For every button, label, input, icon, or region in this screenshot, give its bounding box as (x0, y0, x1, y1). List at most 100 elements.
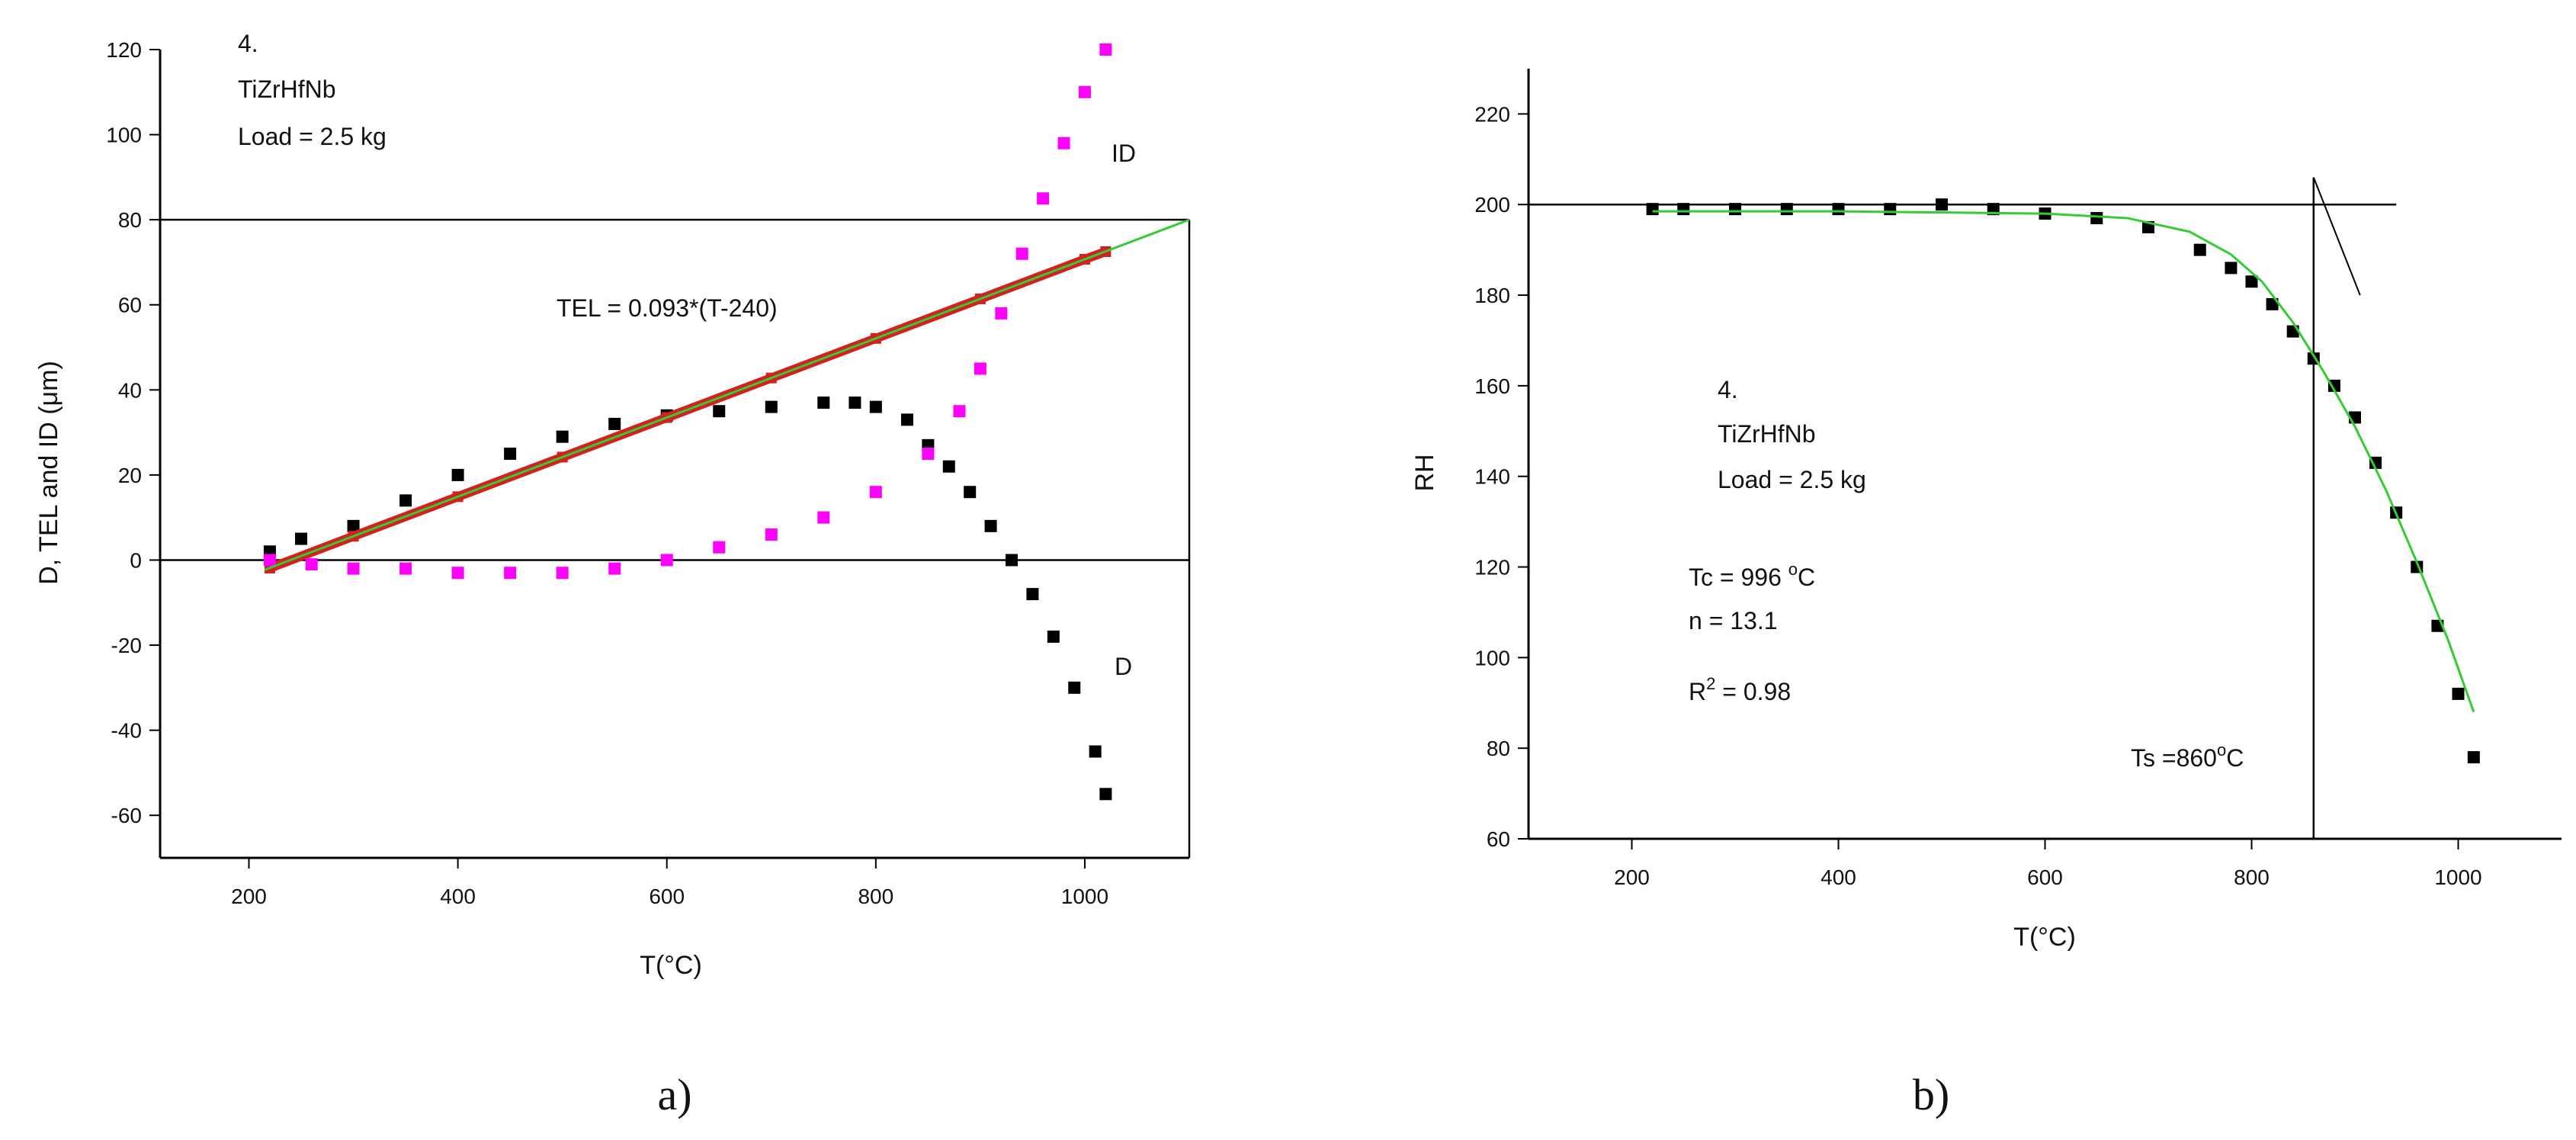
data-point-d (295, 532, 308, 545)
y-tick-label: 160 (1474, 374, 1510, 398)
data-point-id (953, 405, 966, 418)
annotation-alloy: TiZrHfNb (1718, 420, 1816, 448)
data-point-rh (2467, 751, 2480, 764)
data-point-id (1015, 247, 1028, 260)
axis-ticks: 200 400 600 800 1000 -60 -40 -20 0 20 40 60 80 100 120 (106, 38, 1108, 908)
y-tick-label: 220 (1474, 102, 1510, 126)
fit-line (1652, 210, 2475, 713)
data-point-id (713, 541, 726, 554)
annotation-tc: Tc = 996 oC (1689, 560, 1815, 591)
y-tick-label: 100 (1474, 646, 1510, 670)
data-point-id (608, 562, 621, 575)
data-point-id (869, 486, 882, 499)
data-point-rh (2193, 243, 2206, 256)
data-point-d (556, 430, 569, 443)
data-point-id (974, 362, 986, 375)
annotation-alloy: TiZrHfNb (238, 75, 336, 103)
data-point-d (849, 397, 861, 409)
data-point-d (1047, 630, 1060, 643)
data-point-rh (1884, 203, 1897, 216)
data-point-id (1037, 192, 1050, 205)
annotation-load: Load = 2.5 kg (238, 123, 387, 150)
data-point-id (504, 567, 517, 580)
data-point-d (1099, 788, 1112, 801)
x-tick-label: 800 (858, 885, 893, 908)
data-point-id (263, 554, 276, 567)
y-tick-label: -60 (111, 804, 142, 827)
panel-caption-b: b) (1913, 1070, 1949, 1119)
x-tick-label: 400 (1821, 865, 1856, 889)
annotation-n: n = 13.1 (1689, 607, 1778, 634)
data-point-id (305, 558, 318, 571)
y-tick-label: 100 (106, 124, 142, 147)
data-point-id (817, 511, 830, 524)
data-point-d (347, 519, 360, 532)
data-point-d (504, 448, 517, 460)
data-point-d (900, 413, 913, 426)
y-tick-label: 120 (1474, 556, 1510, 580)
x-tick-label: 200 (1614, 865, 1650, 889)
x-axis-title: T(°C) (2013, 923, 2076, 952)
data-point-id (765, 528, 778, 541)
x-tick-label: 800 (2234, 865, 2270, 889)
data-point-rh (1729, 203, 1741, 216)
data-point-rh (2369, 456, 2382, 469)
y-tick-label: 180 (1474, 284, 1510, 307)
data-point-d (713, 405, 726, 418)
data-point-id (556, 567, 569, 580)
data-point-id (1057, 136, 1070, 149)
data-point-d (869, 400, 882, 413)
y-axis-title: RH (1410, 454, 1439, 491)
tangent-line (2312, 177, 2361, 296)
data-point-d (399, 494, 412, 507)
y-tick-label: 0 (130, 548, 142, 572)
fit-line-tel (264, 218, 1190, 571)
data-point-rh (2266, 297, 2279, 310)
chart-panel-a: 200 400 600 800 1000 -60 -40 -20 0 20 40 60 80 100 120… (34, 30, 1191, 1119)
annotation-tel-equation: TEL = 0.093*(T-240) (557, 294, 778, 322)
y-tick-label: -40 (111, 719, 142, 743)
data-point-id (451, 567, 464, 580)
data-point-rh (2225, 262, 2238, 275)
data-point-id (399, 562, 412, 575)
data-point-rh (2245, 275, 2258, 288)
data-point-rh (1936, 198, 1948, 211)
annotation-load: Load = 2.5 kg (1718, 466, 1866, 493)
axis-ticks: 200 400 600 800 1000 60 80 100 120 140 160 180 200 22… (1474, 102, 2481, 889)
y-tick-label: 80 (1487, 737, 1510, 760)
x-tick-label: 200 (231, 885, 267, 908)
x-tick-label: 600 (2027, 865, 2063, 889)
data-point-rh (1677, 203, 1690, 216)
data-marks (263, 43, 1112, 801)
data-point-d (1068, 681, 1081, 694)
y-tick-label: 60 (118, 294, 142, 317)
annotation-sample-number: 4. (1718, 376, 1738, 403)
panel-caption-a: a) (657, 1070, 691, 1119)
y-tick-label: -20 (111, 634, 142, 657)
data-point-d (942, 460, 955, 473)
data-point-rh (1646, 203, 1659, 216)
y-tick-label: 40 (118, 378, 142, 402)
x-tick-label: 1000 (1061, 885, 1108, 908)
y-tick-label: 60 (1487, 827, 1510, 851)
series-label-d: D (1115, 653, 1132, 680)
data-point-id (660, 554, 673, 567)
data-point-id (1078, 85, 1091, 98)
data-point-d (451, 468, 464, 481)
annotation-sample-number: 4. (238, 30, 258, 57)
annotation-r2: R2 = 0.98 (1689, 674, 1791, 705)
data-point-id (995, 307, 1008, 320)
data-point-d (765, 400, 778, 413)
chart-panel-b: 200 400 600 800 1000 60 80 100 120 140 160 180 200 22… (1410, 69, 2562, 1119)
x-axis-title: T(°C) (640, 951, 702, 980)
data-point-rh (2090, 212, 2103, 225)
data-point-rh (2452, 687, 2465, 700)
x-tick-label: 400 (440, 885, 476, 908)
data-point-id (1099, 43, 1112, 56)
data-point-d (1089, 745, 1102, 758)
y-tick-label: 120 (106, 38, 142, 62)
reference-lines (1529, 177, 2397, 839)
data-point-d (817, 397, 830, 409)
data-point-id (347, 562, 360, 575)
y-axis-title: D, TEL and ID (μm) (34, 361, 63, 585)
